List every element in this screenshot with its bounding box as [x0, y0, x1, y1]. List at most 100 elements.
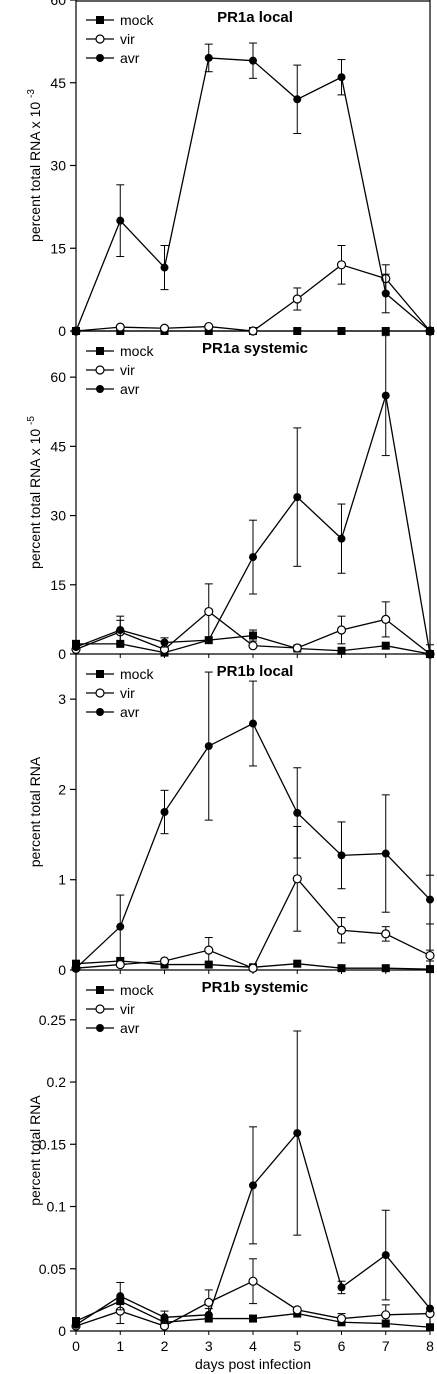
legend-marker-mock: [96, 670, 104, 678]
data-point: [381, 929, 391, 939]
data-point: [292, 294, 302, 304]
series-avr: [72, 42, 434, 335]
data-point: [249, 56, 257, 65]
y-tick-label: 0.05: [39, 1261, 66, 1277]
legend-marker-vir: [95, 1004, 105, 1014]
x-tick-label: 6: [338, 1338, 346, 1354]
legend-label-mock: mock: [120, 982, 154, 998]
y-tick-label: 0: [58, 962, 66, 978]
data-point: [248, 963, 258, 973]
data-point: [292, 874, 302, 884]
data-point: [337, 964, 346, 973]
data-point: [293, 1129, 302, 1138]
data-point: [426, 1323, 434, 1332]
y-tick-label: 0.25: [39, 1012, 66, 1028]
data-point: [204, 636, 213, 645]
data-point: [337, 646, 346, 655]
panel-4: 0 0.05 0.1 0.15 0.2 0.25 percent total RNA PR1b…: [27, 970, 435, 1339]
data-point: [381, 964, 390, 973]
data-point: [381, 849, 390, 858]
x-tick-label: 5: [293, 1338, 301, 1354]
legend-marker-avr: [96, 385, 104, 393]
data-point: [336, 1313, 347, 1324]
series-avr: [72, 671, 434, 973]
legend-marker-mock: [96, 986, 104, 994]
series-avr: [72, 1030, 434, 1329]
legend-marker-vir: [95, 34, 105, 44]
legend-marker-mock: [96, 347, 104, 355]
data-point: [204, 1310, 213, 1319]
data-point: [116, 922, 125, 931]
legend-label-avr: avr: [120, 381, 140, 397]
data-point: [293, 95, 302, 104]
data-point: [381, 614, 391, 624]
data-point: [160, 1313, 169, 1322]
data-point: [381, 641, 390, 650]
data-point: [160, 808, 169, 816]
panel-title: PR1a local: [217, 9, 293, 26]
y-axis-label: percent total RNA x 10 -5: [26, 416, 43, 569]
data-point: [381, 1251, 390, 1260]
series-line: [75, 877, 431, 970]
data-point: [336, 925, 347, 935]
legend-label-vir: vir: [120, 1001, 135, 1017]
data-point: [249, 553, 257, 562]
y-tick-label: 0.1: [47, 1199, 67, 1215]
data-point: [204, 945, 214, 955]
series-line: [75, 264, 431, 332]
x-tick-label: 3: [205, 1338, 213, 1354]
data-point: [337, 327, 346, 335]
y-tick-label: 2: [58, 781, 66, 797]
data-point: [426, 965, 434, 974]
y-tick-label: 0: [58, 1323, 66, 1339]
legend-label-avr: avr: [120, 50, 140, 66]
series-vir: [71, 1258, 435, 1332]
data-point: [72, 643, 80, 652]
legend-marker-mock: [96, 16, 104, 24]
data-point: [116, 626, 125, 635]
y-tick-label: 0: [58, 646, 66, 662]
data-point: [115, 322, 125, 332]
data-point: [249, 1181, 257, 1190]
y-tick-label: 15: [50, 577, 66, 593]
data-point: [160, 263, 169, 272]
data-point: [293, 493, 302, 502]
data-point: [293, 327, 302, 335]
y-tick-label: 60: [50, 369, 66, 385]
panel-2: 0 15 30 45 60 percent total RNA x 10 -5 PR1a s…: [26, 331, 435, 662]
legend-label-vir: vir: [120, 31, 135, 47]
x-tick-label: 7: [382, 1338, 390, 1354]
data-point: [116, 216, 125, 225]
legend-marker-avr: [96, 54, 104, 62]
legend-label-mock: mock: [120, 343, 154, 359]
x-tick-label: 0: [72, 1338, 80, 1354]
data-point: [72, 1320, 80, 1329]
y-tick-label: 0.2: [47, 1074, 67, 1090]
data-point: [292, 1305, 302, 1315]
legend-label-avr: avr: [120, 1020, 140, 1036]
legend-label-mock: mock: [120, 12, 154, 28]
series-line: [75, 57, 431, 332]
y-axis-label: percent total RNA: [27, 756, 43, 867]
legend-label-mock: mock: [120, 666, 154, 682]
panel-title: PR1a systemic: [202, 340, 308, 357]
series-avr: [72, 335, 434, 658]
data-point: [204, 960, 213, 969]
panel-title: PR1b local: [217, 663, 294, 680]
legend-label-avr: avr: [120, 704, 140, 720]
x-tick-label: 8: [426, 1338, 434, 1354]
y-tick-label: 45: [50, 75, 66, 91]
y-axis-label: percent total RNA x 10 -3: [26, 89, 43, 242]
data-point: [249, 1314, 257, 1323]
data-point: [337, 1283, 346, 1292]
data-point: [248, 641, 258, 651]
legend-marker-vir: [95, 365, 105, 375]
data-point: [249, 719, 257, 728]
y-tick-label: 0: [58, 323, 66, 339]
y-tick-label: 45: [50, 438, 66, 454]
data-point: [337, 534, 346, 543]
legend-marker-avr: [96, 708, 104, 716]
legend-marker-vir: [95, 688, 105, 698]
x-tick-label: 1: [116, 1338, 124, 1354]
